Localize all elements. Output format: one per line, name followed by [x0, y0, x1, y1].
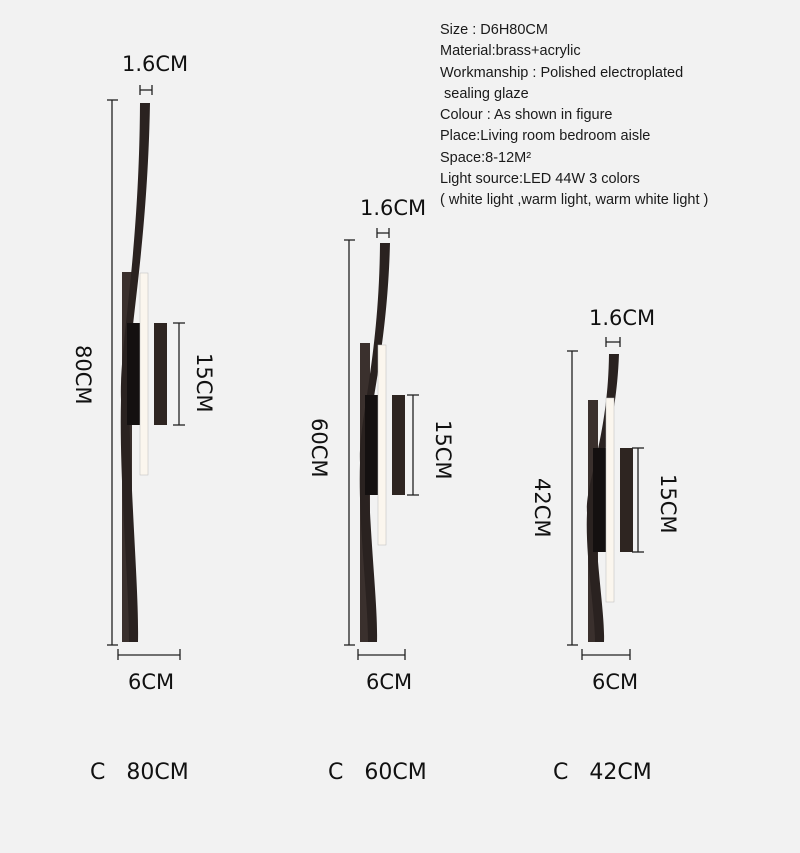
twisted-bar-1 — [120, 103, 150, 642]
width-label-2: 6CM — [366, 670, 413, 694]
caption-3: C 42CM — [553, 760, 652, 785]
spec-place: Place:Living room bedroom aisle — [440, 128, 651, 145]
height-label-2: 60CM — [307, 418, 331, 478]
back-plate-1 — [127, 323, 140, 425]
width-label-3: 6CM — [592, 670, 639, 694]
height-label-3: 42CM — [530, 478, 554, 538]
spec-material: Material:brass+acrylic — [440, 43, 581, 60]
spec-list: Size : D6H80CM Material:brass+acrylic Wo… — [440, 20, 708, 212]
front-panel-1 — [154, 323, 167, 425]
back-plate-3 — [593, 448, 606, 552]
light-strip-2 — [377, 344, 387, 546]
caption-2: C 60CM — [328, 760, 427, 785]
caption-prefix: C — [553, 760, 569, 785]
caption-1: C 80CM — [90, 760, 189, 785]
thickness-label-3: 1.6CM — [589, 306, 656, 330]
light-strip-1 — [139, 272, 149, 476]
light-strip-3 — [605, 397, 615, 603]
spec-light-colors: ( white light ,warm light, warm white li… — [440, 192, 709, 209]
front-panel-3 — [620, 448, 633, 552]
caption-size: 42CM — [589, 760, 652, 785]
spec-size: Size : D6H80CM — [440, 22, 548, 38]
plate-label-3: 15CM — [656, 474, 680, 534]
plate-label-2: 15CM — [431, 420, 455, 480]
spec-workmanship: Workmanship : Polished electroplated — [440, 64, 684, 81]
caption-prefix: C — [90, 760, 106, 785]
plate-label-1: 15CM — [192, 353, 216, 413]
height-label-1: 80CM — [71, 345, 95, 405]
thickness-label-1: 1.6CM — [122, 52, 189, 76]
caption-prefix: C — [328, 760, 344, 785]
twisted-bar-3 — [586, 354, 619, 642]
caption-size: 60CM — [364, 760, 427, 785]
spec-colour: Colour : As shown in figure — [440, 107, 613, 124]
spec-workmanship-cont: sealing glaze — [440, 85, 529, 102]
spec-space: Space:8-12M² — [440, 149, 532, 166]
caption-size: 80CM — [126, 760, 189, 785]
spec-light-source: Light source:LED 44W 3 colors — [440, 171, 640, 188]
width-label-1: 6CM — [128, 670, 175, 694]
thickness-label-2: 1.6CM — [360, 196, 427, 220]
twisted-bar-2 — [359, 243, 390, 642]
back-plate-2 — [365, 395, 378, 495]
front-panel-2 — [392, 395, 405, 495]
